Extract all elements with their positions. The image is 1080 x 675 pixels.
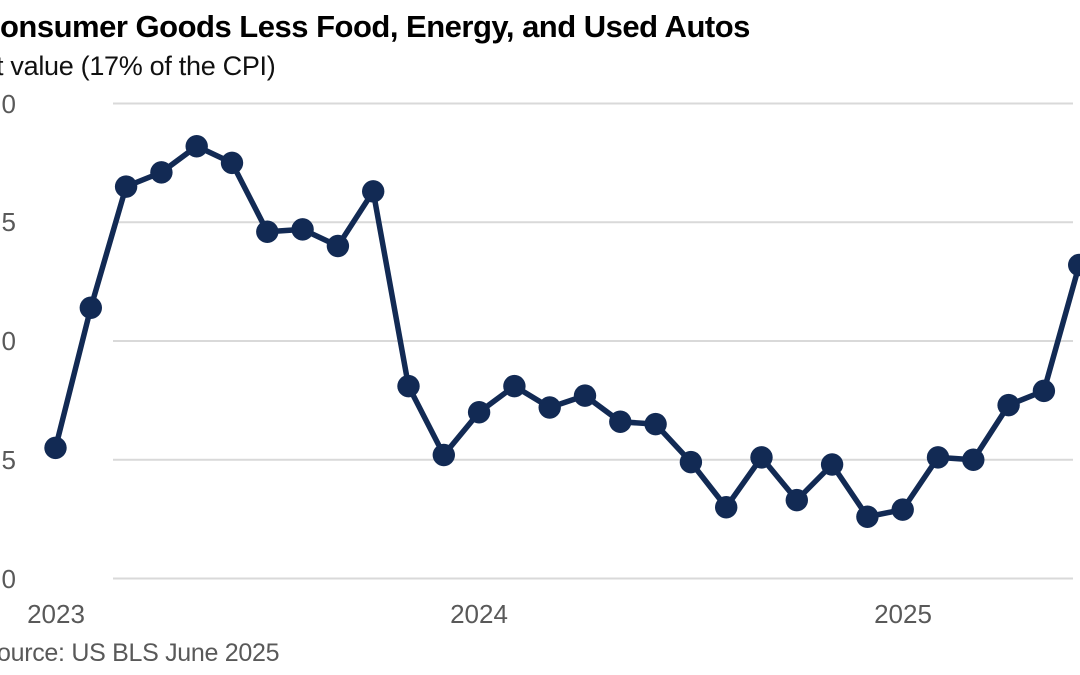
chart-point <box>820 453 844 476</box>
chart-point <box>362 180 385 203</box>
chart-point <box>1032 379 1056 403</box>
chart-line <box>52 143 1080 520</box>
chart-point <box>644 412 667 436</box>
y-tick-label: 5 <box>1 207 16 238</box>
chart-point <box>891 498 914 521</box>
chart-point <box>326 234 350 258</box>
chart-point <box>44 436 67 460</box>
chart-point <box>856 505 879 528</box>
y-tick-label: 0 <box>1 563 16 594</box>
x-tick-label-2023: 2023 <box>27 599 85 629</box>
chart-point <box>573 384 597 407</box>
chart-point <box>785 488 808 512</box>
chart-point <box>679 450 703 474</box>
chart-point <box>397 374 420 398</box>
y-tick-label: 0 <box>1 326 16 356</box>
chart-point <box>503 374 526 398</box>
source-note: ource: US BLS June 2025 <box>0 639 280 667</box>
chart-point <box>750 446 773 469</box>
chart-subtitle: t value (17% of the CPI) <box>0 51 276 81</box>
x-tick-label-2025: 2025 <box>874 599 932 629</box>
chart-point <box>150 161 173 184</box>
chart-point <box>1068 253 1080 277</box>
chart-point <box>185 135 208 158</box>
chart-point <box>467 401 491 424</box>
chart-point <box>432 443 455 467</box>
page-title: onsumer Goods Less Food, Energy, and Use… <box>0 9 750 44</box>
chart-point <box>962 448 985 471</box>
y-tick-label: 5 <box>1 444 16 475</box>
chart-point <box>609 410 632 433</box>
chart-point <box>538 396 561 419</box>
chart-point <box>114 175 138 198</box>
chart-point <box>256 220 279 243</box>
x-tick-label-2024: 2024 <box>450 599 508 629</box>
chart-point <box>715 496 738 519</box>
chart-point <box>291 218 314 241</box>
chart-point <box>926 446 950 469</box>
chart-point <box>220 151 244 175</box>
chart-point <box>79 296 103 319</box>
y-tick-label: 0 <box>1 88 16 119</box>
chart-point <box>997 393 1020 417</box>
